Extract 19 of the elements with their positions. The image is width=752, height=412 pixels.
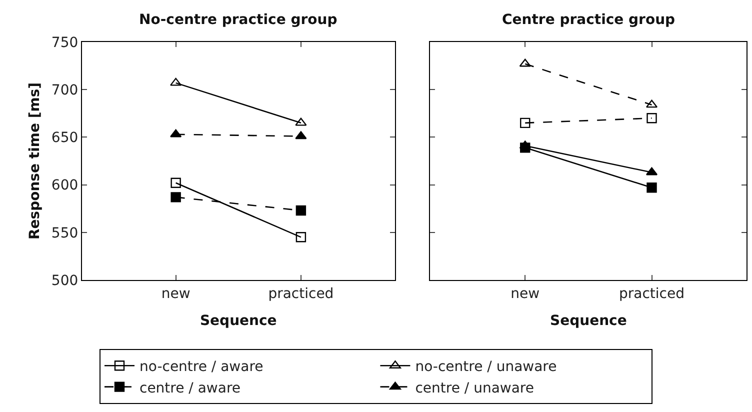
chart-title: Centre practice group xyxy=(502,12,676,28)
x-tick-label: new xyxy=(510,286,540,302)
y-tick-label: 650 xyxy=(51,130,78,146)
chart-title: No-centre practice group xyxy=(139,12,338,28)
y-tick-label: 550 xyxy=(51,225,78,242)
x-tick-label: practiced xyxy=(619,286,685,302)
legend-label: centre / aware xyxy=(140,380,241,396)
legend-label: centre / unaware xyxy=(415,380,534,396)
x-tick-label: new xyxy=(161,286,190,302)
y-tick-label: 700 xyxy=(51,82,78,98)
legend-label: no-centre / aware xyxy=(140,359,264,376)
x-axis-title: Sequence xyxy=(550,313,627,330)
x-tick-label: practiced xyxy=(268,286,334,302)
y-tick-label: 750 xyxy=(51,34,78,51)
y-tick-label: 600 xyxy=(51,178,78,194)
x-axis-title: Sequence xyxy=(200,313,277,330)
legend-label: no-centre / unaware xyxy=(415,359,557,376)
y-axis-title: Response time [ms] xyxy=(27,82,44,240)
y-tick-label: 500 xyxy=(51,272,78,289)
